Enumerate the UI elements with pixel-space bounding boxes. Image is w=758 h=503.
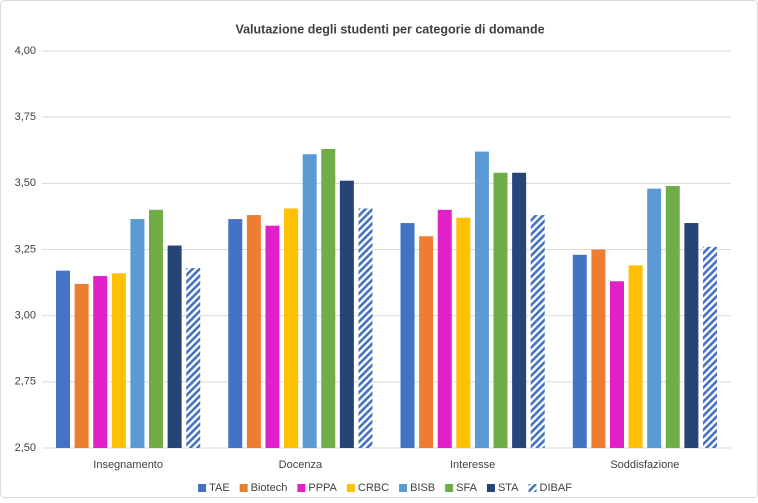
bar (512, 172, 527, 448)
bar (628, 265, 643, 448)
bar (400, 223, 415, 448)
y-tick-label: 3,75 (15, 111, 36, 123)
legend-swatch (445, 484, 454, 492)
legend-label: PPPA (308, 482, 337, 494)
x-tick-label: Interesse (450, 459, 495, 471)
bar (167, 245, 182, 448)
x-tick-label: Docenza (279, 459, 323, 471)
y-tick-label: 3,00 (15, 310, 36, 322)
bar (321, 148, 336, 448)
bar (149, 209, 164, 448)
bar (265, 225, 280, 448)
bar (530, 215, 545, 448)
bar (647, 188, 662, 449)
legend-label: Biotech (251, 482, 288, 494)
legend-swatch (297, 484, 306, 492)
bar (284, 208, 299, 448)
bar (74, 283, 89, 448)
bar (358, 208, 373, 448)
bar (246, 215, 261, 448)
legend-swatch (528, 484, 537, 492)
bar (493, 172, 508, 448)
legend-swatch (346, 484, 355, 492)
bar (456, 217, 471, 448)
bar (130, 219, 145, 448)
chart-title: Valutazione degli studenti per categorie… (235, 22, 544, 36)
bar (93, 275, 108, 448)
bar (684, 223, 699, 448)
legend-label: CRBC (358, 482, 389, 494)
y-tick-label: 3,50 (15, 177, 36, 189)
legend-swatch (239, 484, 248, 492)
x-tick-label: Soddisfazione (610, 459, 679, 471)
bar (702, 246, 717, 448)
y-tick-label: 2,75 (15, 376, 36, 388)
legend-label: SFA (456, 482, 477, 494)
bar (609, 281, 624, 448)
legend-label: BISB (410, 482, 435, 494)
bar (111, 273, 126, 448)
legend-label: DIBAF (540, 482, 573, 494)
legend-swatch (399, 484, 408, 492)
y-tick-label: 3,25 (15, 243, 36, 255)
legend-swatch (198, 484, 207, 492)
bar (228, 219, 243, 448)
bar (419, 236, 434, 448)
bar (302, 154, 317, 448)
bar (186, 268, 201, 448)
bar (339, 180, 354, 449)
bar (591, 249, 606, 448)
legend-label: TAE (209, 482, 230, 494)
y-tick-label: 4,00 (15, 45, 36, 57)
bar (56, 270, 71, 448)
bar (437, 209, 452, 448)
legend-label: STA (498, 482, 519, 494)
bar (665, 185, 680, 449)
legend-swatch (486, 484, 495, 492)
x-tick-label: Insegnamento (93, 459, 163, 471)
y-tick-label: 2,50 (15, 442, 36, 454)
bar (572, 254, 587, 448)
bar (474, 151, 489, 448)
